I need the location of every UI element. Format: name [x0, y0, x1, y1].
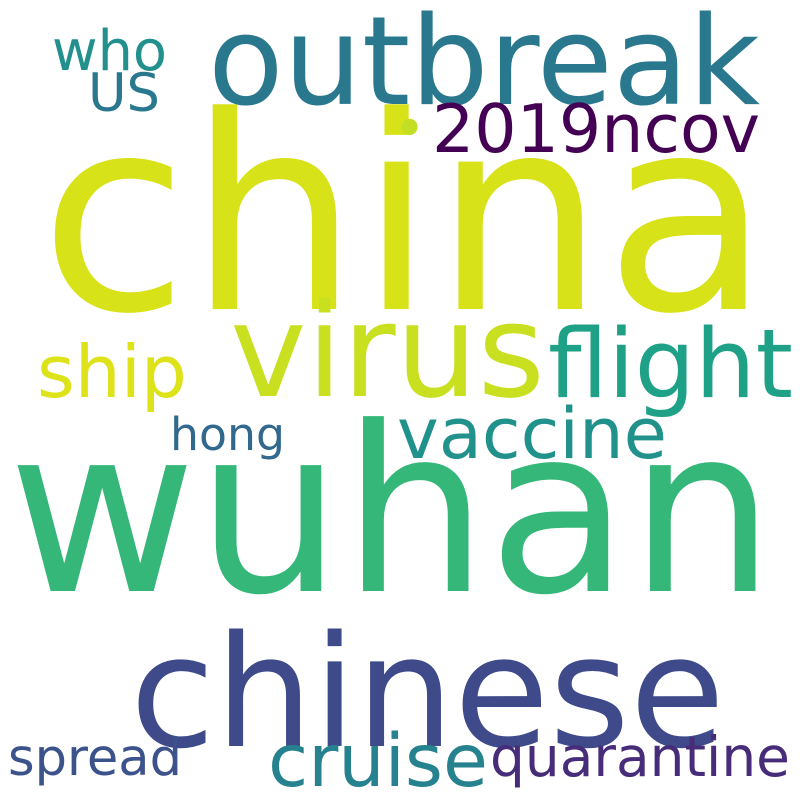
- word-ship: ship: [37, 331, 187, 416]
- word-virus: virus: [230, 275, 545, 427]
- word-wuhan: wuhan: [8, 378, 775, 647]
- word-quarantine: quarantine: [490, 725, 790, 790]
- word-bullet: •: [393, 96, 426, 162]
- word-outbreak: outbreak: [208, 0, 760, 134]
- word-flight: flight: [548, 309, 793, 421]
- word-who: who: [52, 19, 167, 85]
- word-vaccine: vaccine: [397, 392, 667, 475]
- word-cruise: cruise: [268, 718, 488, 800]
- word-2019ncov: 2019ncov: [432, 89, 760, 168]
- word-spread: spread: [8, 728, 182, 788]
- word-china: china: [40, 58, 770, 373]
- word-us: US: [88, 62, 160, 124]
- word-hong: hong: [170, 407, 285, 461]
- word-chinese: chinese: [130, 603, 725, 784]
